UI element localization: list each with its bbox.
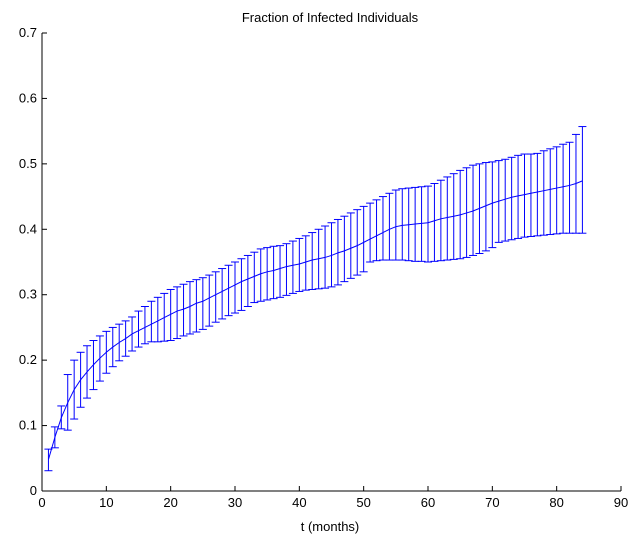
- error-bar: [231, 261, 239, 314]
- error-bar: [282, 243, 291, 296]
- x-tick-label: 50: [356, 495, 370, 510]
- error-bar: [153, 296, 162, 343]
- error-bar: [140, 305, 149, 345]
- error-bar: [185, 281, 194, 335]
- error-bar: [488, 161, 497, 249]
- series-line: [47, 180, 583, 460]
- error-bar: [507, 156, 516, 241]
- x-tick-label: 30: [228, 495, 242, 510]
- error-bar: [417, 186, 426, 262]
- x-tick-label: 0: [38, 495, 45, 510]
- error-bar: [224, 264, 233, 317]
- error-bar: [256, 248, 265, 302]
- error-bar: [192, 279, 201, 333]
- error-bar: [340, 215, 349, 283]
- error-bar: [443, 176, 452, 261]
- error-bar: [243, 254, 252, 307]
- error-bar: [552, 146, 561, 235]
- error-bar: [134, 310, 143, 348]
- error-bar: [327, 222, 336, 288]
- error-bar: [469, 164, 478, 256]
- x-axis-label: t (months): [301, 519, 360, 534]
- error-bar: [198, 277, 207, 330]
- y-tick-label: 0.3: [19, 287, 37, 302]
- x-tick-label: 90: [614, 495, 628, 510]
- error-bar: [205, 274, 214, 327]
- error-bar: [218, 268, 227, 320]
- error-bar: [424, 185, 432, 263]
- error-bar: [436, 179, 445, 262]
- error-bar: [276, 245, 285, 298]
- error-bar: [481, 162, 490, 252]
- error-bar: [353, 209, 362, 276]
- x-tick-label: 80: [549, 495, 563, 510]
- y-tick-label: 0.6: [19, 90, 37, 105]
- error-bar: [269, 245, 278, 300]
- error-bar: [166, 288, 175, 342]
- x-tick-label: 40: [292, 495, 306, 510]
- y-tick-label: 0: [30, 483, 37, 498]
- error-bar: [514, 154, 523, 239]
- x-tick-label: 20: [163, 495, 177, 510]
- error-bar: [173, 286, 182, 340]
- series-group: [47, 180, 583, 460]
- error-bar: [308, 232, 317, 290]
- error-bar: [237, 258, 246, 311]
- error-bar: [578, 126, 587, 234]
- chart-title: Fraction of Infected Individuals: [242, 10, 419, 25]
- error-bar: [359, 205, 368, 273]
- x-tick-label: 60: [421, 495, 435, 510]
- axes: [41, 32, 622, 492]
- error-bar: [263, 247, 272, 301]
- error-bar: [301, 235, 310, 291]
- x-tick-label: 70: [485, 495, 499, 510]
- y-tick-label: 0.2: [19, 352, 37, 367]
- error-bar: [546, 148, 555, 236]
- error-bar: [533, 152, 542, 237]
- error-bar: [539, 150, 548, 236]
- error-bar: [179, 283, 188, 337]
- error-bar: [211, 271, 220, 323]
- error-bar: [372, 199, 381, 262]
- error-bar: [501, 158, 510, 242]
- y-tick-label: 0.5: [19, 156, 37, 171]
- error-bar: [333, 218, 342, 286]
- y-tick-label: 0.1: [19, 418, 37, 433]
- y-tick-label: 0.4: [19, 221, 37, 236]
- tick-labels: 0 10 20 30 40 50 60 70 80 90 0 0.1 0.2 0.3 0.4 0.5 0.6 0.…: [19, 25, 628, 510]
- x-tick-label: 10: [99, 495, 113, 510]
- error-bar: [526, 153, 535, 237]
- error-bar: [366, 202, 375, 263]
- error-bar: [398, 188, 407, 261]
- error-bar: [288, 240, 297, 294]
- error-bar: [346, 212, 355, 279]
- y-tick-label: 0.7: [19, 25, 37, 40]
- error-bar: [295, 237, 304, 292]
- error-bar: [430, 182, 439, 262]
- error-bar: [250, 251, 259, 304]
